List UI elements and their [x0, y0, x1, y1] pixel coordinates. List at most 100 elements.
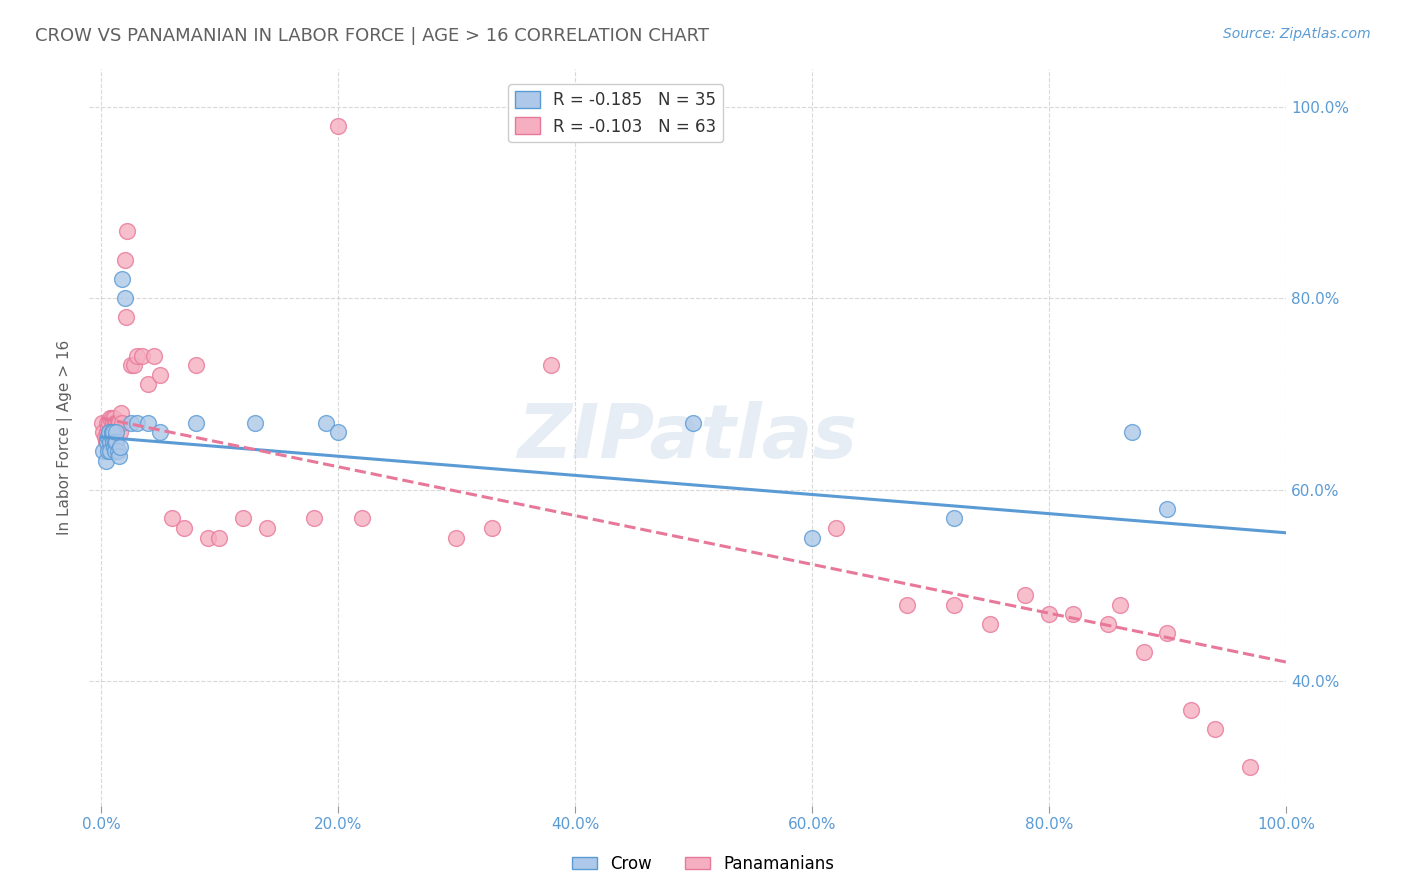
Point: [100, 411, 122, 425]
Point: [540, 358, 562, 372]
Point: [97, 430, 120, 444]
Point: [100, 420, 122, 434]
Point: [481, 521, 503, 535]
Point: [103, 440, 125, 454]
Point: [111, 272, 134, 286]
Point: [107, 444, 129, 458]
Point: [896, 598, 918, 612]
Point: [350, 511, 373, 525]
Point: [115, 224, 138, 238]
Point: [107, 416, 129, 430]
Point: [98, 416, 121, 430]
Point: [114, 252, 136, 267]
Point: [96, 425, 118, 440]
Point: [98, 425, 121, 440]
Point: [801, 531, 824, 545]
Point: [326, 119, 349, 133]
Point: [108, 440, 131, 454]
Point: [101, 416, 124, 430]
Point: [93, 444, 115, 458]
Point: [100, 430, 122, 444]
Point: [122, 358, 145, 372]
Legend: Crow, Panamanians: Crow, Panamanians: [565, 848, 841, 880]
Point: [103, 411, 125, 425]
Point: [208, 531, 231, 545]
Point: [138, 416, 160, 430]
Point: [97, 444, 120, 458]
Point: [111, 416, 134, 430]
Point: [682, 416, 704, 430]
Text: Source: ZipAtlas.com: Source: ZipAtlas.com: [1223, 27, 1371, 41]
Point: [232, 511, 254, 525]
Point: [138, 377, 160, 392]
Point: [100, 411, 122, 425]
Legend: R = -0.185   N = 35, R = -0.103   N = 63: R = -0.185 N = 35, R = -0.103 N = 63: [509, 84, 723, 142]
Point: [1204, 722, 1226, 736]
Point: [105, 425, 128, 440]
Point: [979, 616, 1001, 631]
Text: ZIPatlas: ZIPatlas: [517, 401, 858, 474]
Point: [1156, 501, 1178, 516]
Point: [93, 425, 115, 440]
Point: [131, 349, 153, 363]
Point: [97, 420, 120, 434]
Point: [101, 434, 124, 449]
Point: [1062, 607, 1084, 622]
Point: [105, 425, 128, 440]
Point: [326, 425, 349, 440]
Point: [943, 511, 966, 525]
Point: [108, 425, 131, 440]
Point: [125, 416, 148, 430]
Point: [104, 434, 127, 449]
Point: [1180, 703, 1202, 717]
Point: [107, 416, 129, 430]
Point: [100, 425, 122, 440]
Point: [125, 349, 148, 363]
Point: [100, 425, 122, 440]
Point: [1097, 616, 1119, 631]
Point: [1121, 425, 1143, 440]
Point: [197, 531, 219, 545]
Point: [104, 444, 127, 458]
Point: [100, 444, 122, 458]
Point: [1156, 626, 1178, 640]
Point: [149, 368, 172, 382]
Point: [120, 416, 142, 430]
Point: [1239, 760, 1261, 774]
Point: [184, 416, 207, 430]
Point: [104, 425, 127, 440]
Point: [1132, 645, 1154, 659]
Point: [1038, 607, 1060, 622]
Point: [143, 349, 166, 363]
Point: [243, 416, 266, 430]
Point: [1014, 588, 1036, 602]
Point: [105, 416, 128, 430]
Point: [943, 598, 966, 612]
Point: [101, 425, 124, 440]
Point: [149, 425, 172, 440]
Point: [120, 358, 142, 372]
Point: [97, 430, 120, 444]
Point: [105, 434, 128, 449]
Point: [256, 521, 278, 535]
Y-axis label: In Labor Force | Age > 16: In Labor Force | Age > 16: [58, 340, 73, 534]
Point: [446, 531, 468, 545]
Point: [160, 511, 183, 525]
Point: [184, 358, 207, 372]
Point: [100, 434, 122, 449]
Point: [304, 511, 326, 525]
Point: [101, 425, 124, 440]
Point: [96, 416, 118, 430]
Point: [98, 425, 121, 440]
Text: CROW VS PANAMANIAN IN LABOR FORCE | AGE > 16 CORRELATION CHART: CROW VS PANAMANIAN IN LABOR FORCE | AGE …: [35, 27, 709, 45]
Point: [91, 416, 114, 430]
Point: [104, 416, 127, 430]
Point: [315, 416, 337, 430]
Point: [173, 521, 195, 535]
Point: [93, 430, 115, 444]
Point: [96, 434, 118, 449]
Point: [115, 310, 138, 325]
Point: [1109, 598, 1132, 612]
Point: [94, 454, 117, 468]
Point: [107, 449, 129, 463]
